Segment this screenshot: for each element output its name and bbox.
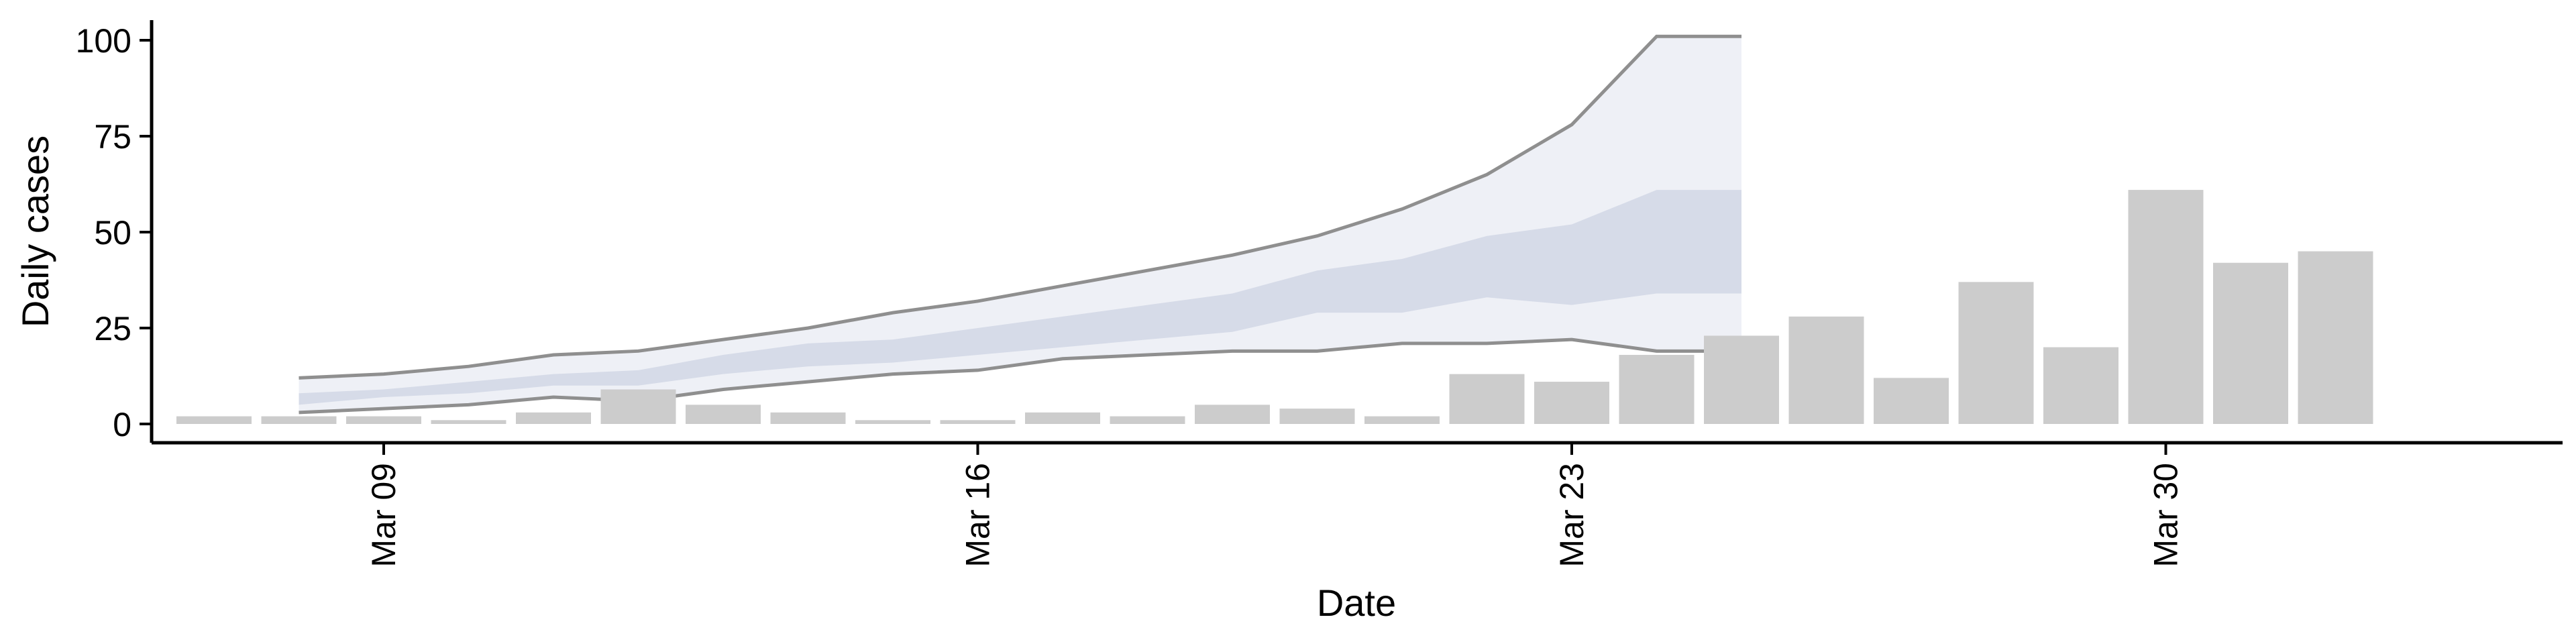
y-ticks: 0 25 50 75 100 (76, 22, 152, 443)
bar-2020-03-09 (346, 416, 421, 424)
x-tick-label: Mar 30 (2147, 463, 2185, 568)
y-tick-label: 75 (94, 118, 131, 156)
outer-band-upper-line (299, 34, 1741, 380)
bar-2020-03-24 (1619, 355, 1695, 424)
bar-2020-03-14 (770, 412, 846, 424)
bar-2020-03-16 (940, 420, 1016, 424)
x-axis-title: Date (1317, 582, 1396, 624)
x-tick-label: Mar 16 (959, 463, 997, 568)
bar-2020-03-15 (855, 420, 930, 424)
bar-2020-03-12 (600, 389, 676, 424)
y-tick-label: 25 (94, 310, 131, 347)
y-tick-label: 50 (94, 214, 131, 252)
bar-2020-03-30 (2128, 190, 2204, 424)
bar-2020-03-19 (1195, 405, 1270, 424)
bar-2020-03-11 (516, 412, 591, 424)
bar-2020-03-26 (1788, 316, 1864, 424)
bar-2020-03-23 (1534, 382, 1609, 424)
bar-2020-03-27 (1874, 378, 1949, 424)
bar-2020-03-13 (686, 405, 761, 424)
inner-band (299, 190, 1741, 405)
estimate-bands (299, 34, 1741, 415)
y-axis-title: Daily cases (14, 136, 56, 327)
bar-series (176, 190, 2373, 424)
outer-band-lower-line (299, 337, 1741, 415)
x-tick-label: Mar 23 (1553, 463, 1591, 568)
bar-2020-03-31 (2213, 262, 2288, 424)
bar-2020-03-17 (1025, 412, 1100, 424)
bar-2020-03-22 (1449, 374, 1525, 424)
bar-2020-03-25 (1704, 335, 1779, 424)
y-tick-label: 100 (76, 22, 131, 60)
bar-2020-03-10 (431, 420, 506, 424)
bar-2020-04-01 (2298, 251, 2373, 424)
y-tick-label: 0 (113, 406, 131, 443)
bar-2020-03-28 (1958, 282, 2034, 424)
bar-2020-03-08 (261, 416, 337, 424)
bar-2020-03-20 (1279, 409, 1355, 424)
bar-2020-03-07 (176, 416, 252, 424)
outer-band (299, 36, 1741, 413)
bar-2020-03-21 (1364, 416, 1440, 424)
x-tick-label: Mar 09 (365, 463, 402, 568)
bar-2020-03-29 (2043, 347, 2118, 424)
x-ticks: Mar 09 Mar 16 Mar 23 Mar 30 (365, 443, 2185, 568)
bar-2020-03-18 (1110, 416, 1185, 424)
